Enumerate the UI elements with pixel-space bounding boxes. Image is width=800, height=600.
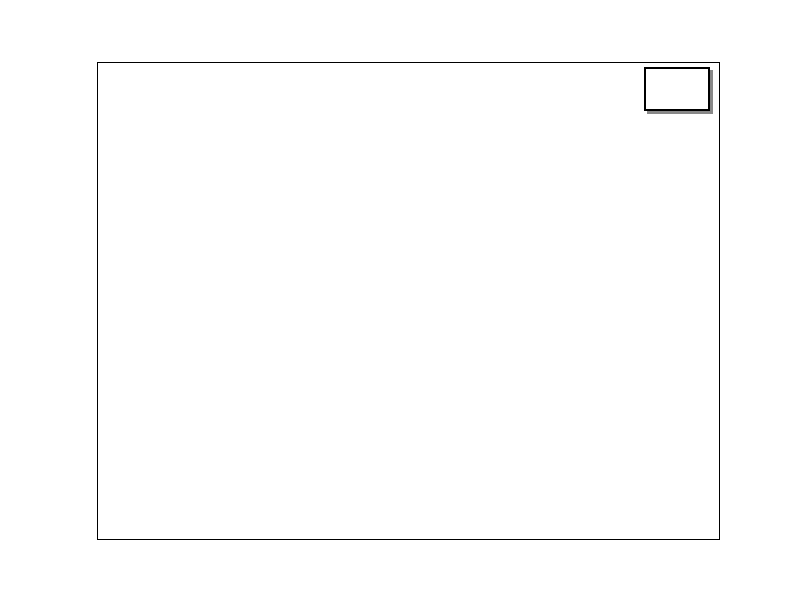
- plot-area: [97, 62, 720, 540]
- legend-entry-fp: [652, 94, 702, 102]
- legend: [644, 67, 710, 111]
- legend-swatch-tp: [652, 77, 679, 85]
- legend-entry-tp: [652, 77, 702, 85]
- legend-swatch-fp: [652, 94, 679, 102]
